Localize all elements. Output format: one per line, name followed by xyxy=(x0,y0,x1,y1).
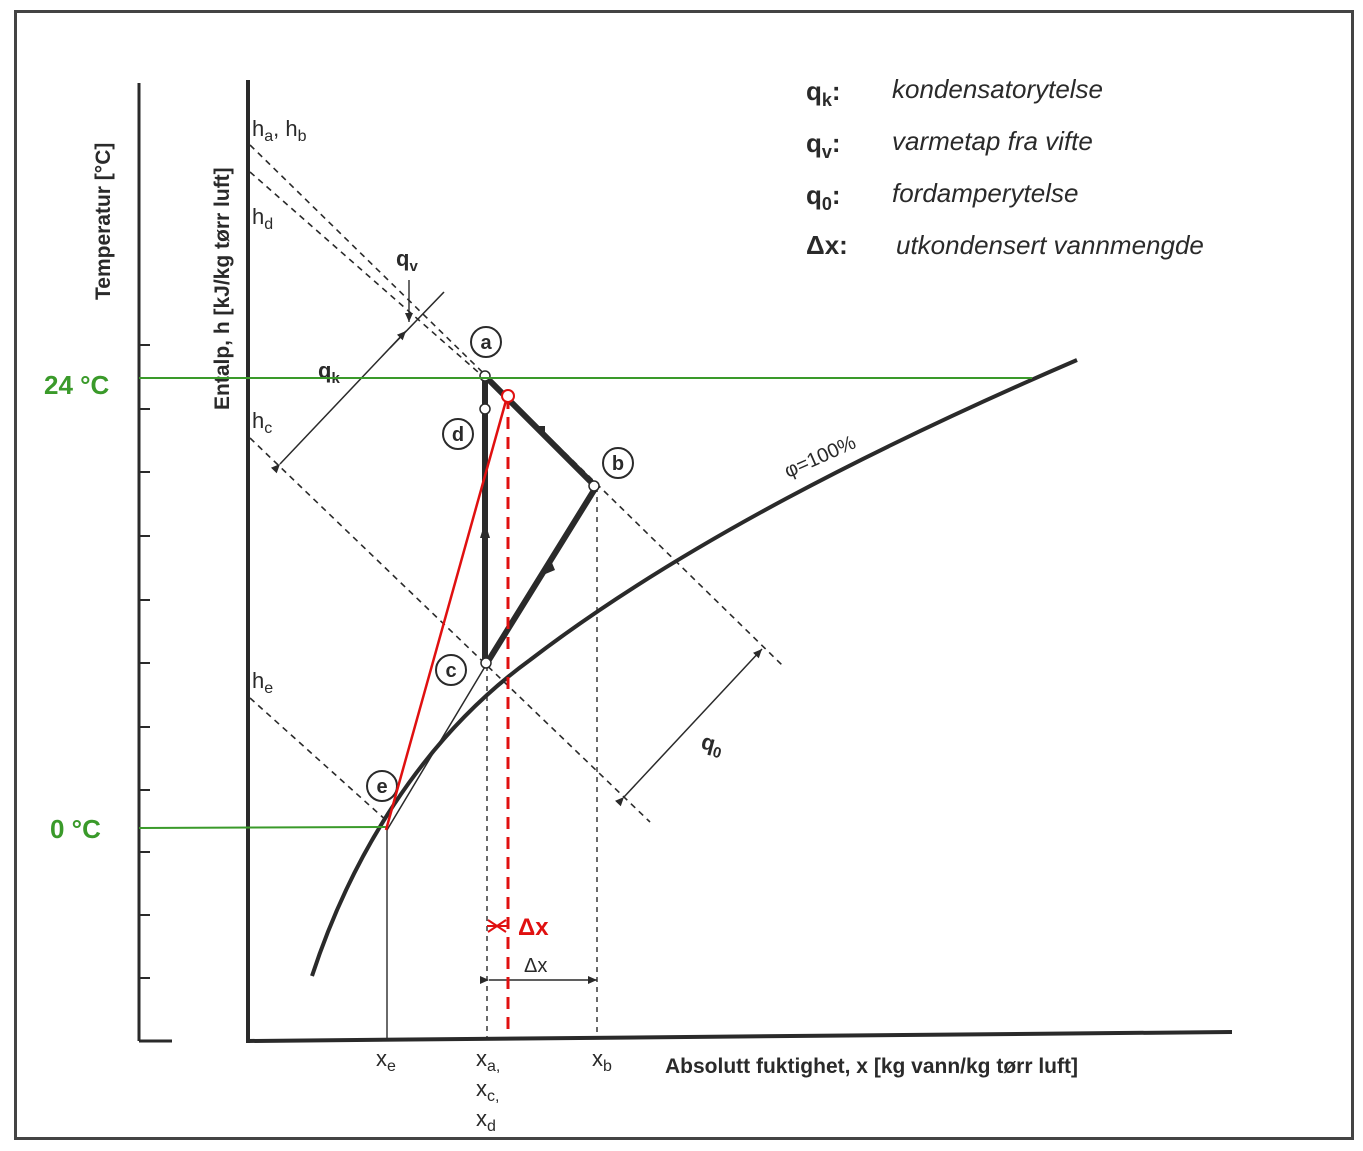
legend-text-qv: varmetap fra vifte xyxy=(892,126,1093,156)
label-qk: qk xyxy=(318,358,340,387)
temperature-axis-label: Temperatur [°C] xyxy=(92,143,115,300)
legend-text-qk: kondensatorytelse xyxy=(892,74,1103,104)
svg-text:b: b xyxy=(612,453,624,475)
tick-xe: xe xyxy=(376,1046,396,1075)
point-label-d: d xyxy=(442,418,474,450)
red-point xyxy=(501,389,515,403)
legend-text-q0: fordamperytelse xyxy=(892,178,1078,208)
label-qv: qv xyxy=(396,246,418,275)
green-line-0c xyxy=(138,826,388,829)
enthalpy-lines xyxy=(249,144,783,823)
svg-text:d: d xyxy=(452,424,464,446)
red-delta-x-marker xyxy=(487,919,508,933)
red-delta-x-label: Δx xyxy=(518,914,549,941)
temperature-axis xyxy=(137,83,172,1043)
label-he: he xyxy=(252,668,273,697)
humidity-axis-label: Absolutt fuktighet, x [kg vann/kg tørr l… xyxy=(665,1055,1078,1078)
line-e-c xyxy=(386,664,487,831)
legend-text-dx: utkondensert vannmengde xyxy=(896,230,1204,260)
legend: qk: kondensatorytelse qv: varmetap fra v… xyxy=(806,74,1204,260)
label-0c: 0 °C xyxy=(50,814,101,844)
legend-symbol-q0: q0: xyxy=(806,180,841,214)
label-hd: hd xyxy=(252,204,273,233)
label-ha-hb: ha, hb xyxy=(252,116,307,145)
saturation-curve xyxy=(310,358,1078,977)
q0-arrow xyxy=(614,648,763,807)
label-24c: 24 °C xyxy=(44,370,110,400)
qk-arrow xyxy=(270,330,407,474)
point-label-c: c xyxy=(435,654,467,686)
diagram-frame xyxy=(14,10,1354,1140)
point-label-b: b xyxy=(602,447,634,479)
svg-text:c: c xyxy=(445,660,456,682)
point-label-e: e xyxy=(366,770,398,802)
enthalpy-axis-label: Entalp, h [kJ/kg tørr luft] xyxy=(211,167,234,410)
svg-text:a: a xyxy=(480,332,492,354)
legend-symbol-qk: qk: xyxy=(806,76,841,110)
red-line-e-to-a xyxy=(384,396,509,831)
tick-xa: xa, xyxy=(476,1046,500,1075)
saturation-label: φ=100% xyxy=(781,432,859,483)
label-hc: hc xyxy=(252,408,272,437)
legend-symbol-dx: Δx: xyxy=(806,230,848,260)
legend-symbol-qv: qv: xyxy=(806,128,841,162)
point-label-a: a xyxy=(470,326,502,358)
tick-xb: xb xyxy=(592,1046,612,1075)
enthalpy-axis xyxy=(246,80,1233,1043)
delta-x-label: Δx xyxy=(524,955,547,977)
tick-xd: xd xyxy=(476,1106,496,1135)
label-q0: q0 xyxy=(698,729,727,763)
tick-xc: xc, xyxy=(476,1076,499,1105)
cycle-points xyxy=(479,370,600,669)
svg-text:e: e xyxy=(376,776,387,798)
process-arrows xyxy=(480,426,555,575)
